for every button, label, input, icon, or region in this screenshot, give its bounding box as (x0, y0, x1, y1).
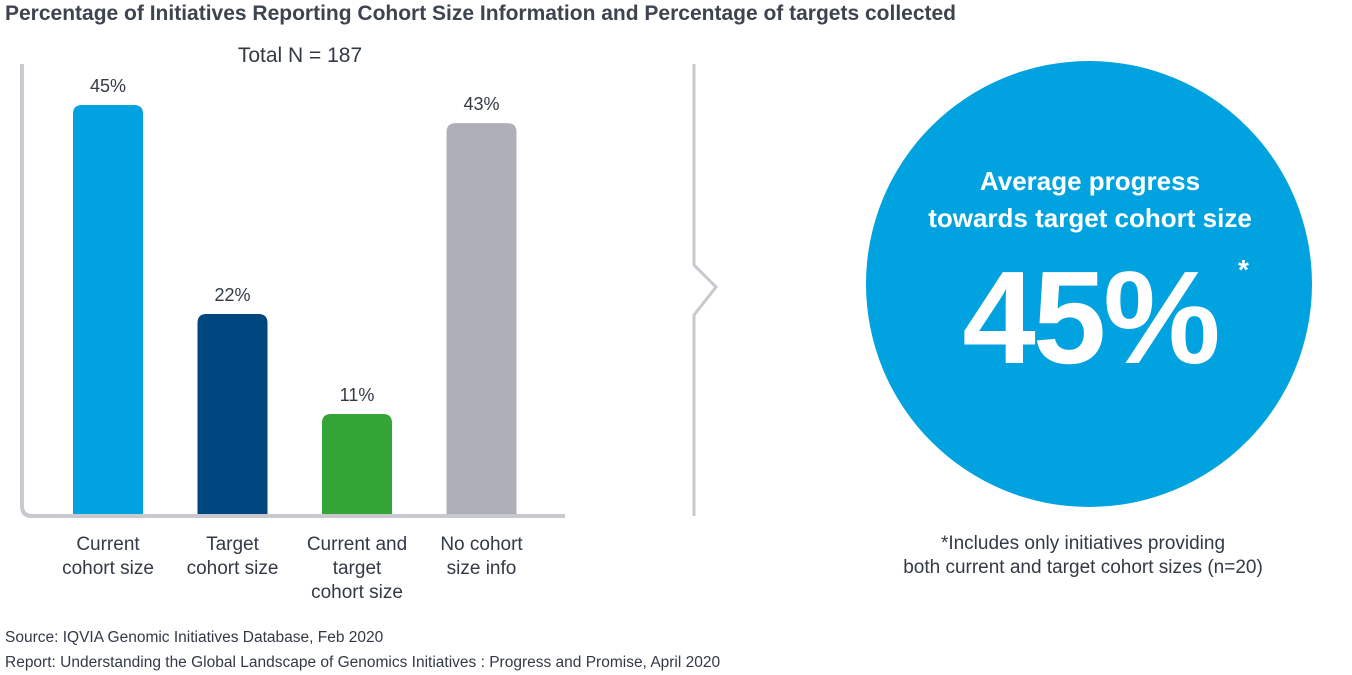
chart-axis-frame (20, 64, 565, 518)
bar (322, 414, 392, 514)
category-label: size info (447, 558, 517, 579)
category-label: No cohort (440, 534, 523, 555)
category-label: Current (76, 534, 140, 555)
category-label: target (333, 558, 382, 579)
bar-value-label: 43% (463, 94, 499, 114)
bar (197, 314, 268, 514)
callout-asterisk: * (1238, 254, 1249, 285)
bar-value-label: 22% (214, 285, 250, 305)
chevron-divider (692, 64, 719, 516)
category-label: Current and (307, 534, 407, 555)
bar (446, 123, 517, 514)
footnote: *Includes only initiatives providing bot… (866, 532, 1300, 580)
footnote-line1: *Includes only initiatives providing (940, 533, 1226, 554)
bar-value-label: 11% (340, 385, 375, 405)
bar (73, 105, 143, 514)
callout-circle (866, 61, 1312, 507)
bars-group: 45% Current cohort size 22% Target cohort siz… (62, 76, 523, 603)
category-label: cohort size (187, 558, 279, 579)
callout-heading-line2: towards target cohort size (928, 203, 1252, 233)
footnote-line2: both current and target cohort sizes (n=… (903, 557, 1263, 578)
category-label: cohort size (62, 558, 154, 579)
total-n-label: Total N = 187 (238, 44, 362, 67)
callout-heading: Average progress towards target cohort s… (868, 163, 1312, 237)
callout-value: 45% (962, 244, 1220, 391)
chart-title: Percentage of Initiatives Reporting Coho… (5, 2, 957, 25)
category-label: cohort size (311, 582, 403, 603)
bar-value-label: 45% (90, 76, 126, 96)
source-line: Source: IQVIA Genomic Initiatives Databa… (5, 629, 384, 646)
category-label: Target (206, 534, 260, 555)
callout-heading-line1: Average progress (979, 166, 1201, 196)
report-line: Report: Understanding the Global Landsca… (5, 654, 721, 671)
